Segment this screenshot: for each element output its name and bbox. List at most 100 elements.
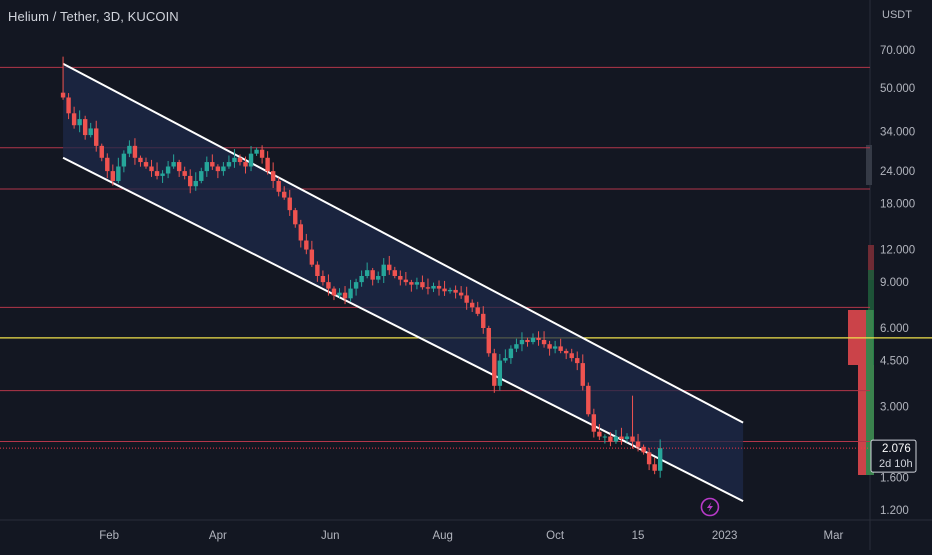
candle-body [82, 119, 88, 136]
last-price-tag [870, 439, 917, 473]
candle-body [575, 358, 580, 364]
candle-body [226, 162, 232, 167]
candle-body [182, 171, 187, 176]
markers: 2.076 2d 10h [0, 439, 917, 517]
candle-body [630, 436, 635, 442]
price-tick-label: 70.000 [880, 45, 915, 57]
price-tick-label: 18.000 [880, 199, 915, 211]
candle-body [276, 180, 281, 192]
time-tick-label: Aug [432, 530, 452, 542]
price-tick-label: 12.000 [880, 245, 915, 257]
price-tick-label: 9.000 [880, 277, 909, 289]
candle-body [116, 166, 121, 181]
candle-body [597, 431, 602, 437]
candle-body [425, 287, 431, 289]
candle-body [392, 270, 397, 277]
candles [60, 56, 663, 478]
candle-body [409, 282, 414, 285]
candle-body [199, 171, 204, 181]
candle-body [110, 171, 116, 181]
candle-body [176, 162, 182, 172]
candle-body [519, 339, 525, 345]
candle-body [641, 446, 646, 453]
candle-body [536, 337, 541, 340]
price-channel [62, 62, 744, 502]
candle-body [298, 224, 303, 241]
candle-body [558, 346, 563, 351]
price-tick-label: 3.000 [880, 401, 909, 413]
candle-body [99, 145, 104, 158]
candle-body [138, 157, 143, 163]
candle-body [414, 282, 420, 285]
candle-body [204, 162, 210, 172]
candle-body [71, 113, 77, 126]
candle-body [447, 289, 453, 292]
candle-body [525, 339, 530, 343]
channel-fill [63, 63, 744, 502]
candle-body [132, 145, 138, 158]
candle-body [469, 302, 475, 308]
candle-body [60, 92, 66, 98]
candle-body [486, 328, 491, 354]
candle-body [359, 276, 364, 283]
candle-body [657, 448, 663, 471]
candle-body [442, 288, 447, 292]
bar-countdown-label: 2d 10h [879, 458, 913, 470]
candle-body [608, 436, 613, 442]
candle-body [492, 353, 497, 386]
candle-body [376, 276, 381, 280]
candle-body [265, 157, 270, 172]
volume-profile-bar [868, 245, 874, 280]
candle-body [569, 353, 574, 359]
candle-body [613, 436, 619, 442]
price-unit-label: USDT [882, 9, 912, 21]
time-tick-label: Feb [99, 530, 119, 542]
candle-body [591, 414, 597, 432]
price-tick-label: 4.500 [880, 356, 909, 368]
candle-body [464, 295, 469, 303]
time-tick-label: 15 [632, 530, 645, 542]
candle-body [77, 119, 82, 126]
candle-body [580, 363, 585, 386]
candle-body [497, 360, 503, 386]
candle-body [547, 344, 552, 349]
candle-body [342, 292, 348, 299]
candle-body [282, 191, 287, 198]
candle-body [503, 358, 508, 361]
candle-body [94, 128, 99, 146]
candle-body [259, 149, 265, 158]
candle-body [127, 145, 132, 154]
candle-body [431, 285, 436, 289]
candle-body [270, 171, 276, 181]
price-tick-label: 6.000 [880, 323, 909, 335]
candle-body [624, 436, 630, 440]
candle-body [165, 166, 171, 174]
price-tick-label: 34.000 [880, 127, 915, 139]
candle-body [586, 385, 591, 415]
price-tick-label: 24.000 [880, 166, 915, 178]
candle-body [320, 276, 326, 283]
price-tick-label: 50.000 [880, 83, 915, 95]
axes: 70.000 50.000 34.000 24.000 18.000 12.000 9.00… [99, 45, 915, 542]
channel-upper-line [62, 62, 744, 424]
candle-body [287, 197, 292, 211]
price-tick-label: 1.200 [880, 505, 909, 517]
candle-body [237, 157, 243, 163]
candle-body [453, 289, 458, 293]
candle-body [215, 166, 221, 172]
candle-body [381, 264, 386, 277]
candle-body [619, 436, 624, 440]
candle-body [420, 282, 425, 288]
candle-body [309, 249, 315, 265]
candle-body [210, 162, 215, 167]
volume-profile-bar [868, 270, 874, 310]
lightning-icon [700, 497, 720, 517]
candle-body [326, 282, 331, 289]
candle-body [530, 337, 536, 343]
chart-title: Helium / Tether, 3D, KUCOIN [8, 9, 179, 24]
candle-body [481, 313, 486, 329]
candle-body [353, 282, 359, 289]
channel-lower-line [62, 156, 744, 502]
candle-body [508, 348, 514, 359]
candle-body [232, 157, 237, 163]
